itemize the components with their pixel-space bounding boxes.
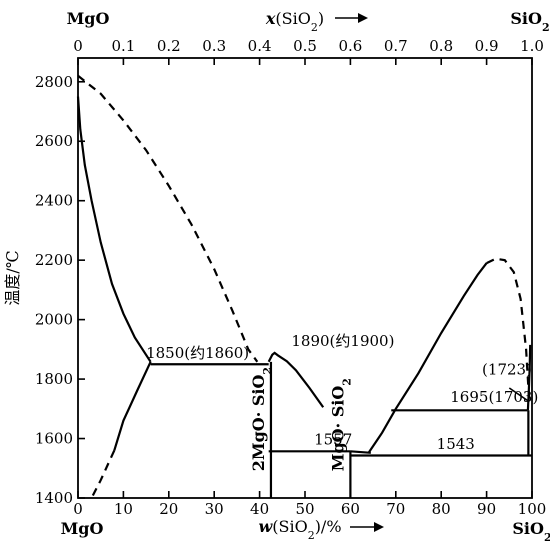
phase-boundaries <box>76 74 532 499</box>
top-axis-title: x(SiO2) <box>265 9 324 34</box>
plot-border <box>77 57 533 499</box>
top-tick-label: 0.5 <box>293 37 317 55</box>
temperature-annotation: 1543 <box>437 435 475 453</box>
bottom-tick-label: 90 <box>477 500 496 518</box>
top-axis-arrow-head <box>358 13 368 23</box>
top-tick-label: 0.4 <box>248 37 272 55</box>
top-tick-label: 0.9 <box>475 37 499 55</box>
top-tick-label: 0.6 <box>338 37 362 55</box>
y-tick-label: 2000 <box>35 311 73 329</box>
bottom-tick-label: 10 <box>114 500 133 518</box>
axis-ticks: 0 10 20 30 40 50 60 70 80 90 100 0 0.1 0.2 0.3 0.4 0.5 0.… <box>35 37 547 518</box>
top-tick-label: 0.3 <box>202 37 226 55</box>
top-tick-label: 0.1 <box>111 37 135 55</box>
immiscibility-dome-dashed-curve <box>486 257 531 403</box>
top-right-end-label: SiO2 <box>510 9 549 34</box>
y-tick-label: 2400 <box>35 192 73 210</box>
bottom-tick-label: 80 <box>432 500 451 518</box>
temperature-annotation: 1695(1703) <box>450 388 538 406</box>
bottom-tick-label: 60 <box>341 500 360 518</box>
temperature-annotation: 1850(约1860) <box>146 344 249 362</box>
temperature-annotation: 1890(约1900) <box>291 332 394 350</box>
mgo-liquidus-curve <box>76 96 152 363</box>
bottom-axis-title: w(SiO2)/% <box>258 517 341 542</box>
annotations: 1850(约1860) 1890(约1900) 1557 1543 1695(1703)… <box>146 332 538 471</box>
top-tick-label: 1.0 <box>520 37 544 55</box>
temperature-annotation: (1723) <box>482 360 532 378</box>
y-tick-label: 1800 <box>35 370 73 388</box>
y-tick-label: 2200 <box>35 251 73 269</box>
bottom-tick-label: 30 <box>205 500 224 518</box>
forsterite-phase-label: 2MgO· SiO2 <box>249 367 274 471</box>
forsterite-dome-curve <box>267 351 325 408</box>
y-tick-label: 1400 <box>35 489 73 507</box>
peritectic-mark <box>350 450 371 454</box>
bottom-tick-label: 20 <box>159 500 178 518</box>
y-tick-label: 2600 <box>35 132 73 150</box>
bottom-tick-label: 0 <box>73 500 83 518</box>
bottom-tick-label: 40 <box>250 500 269 518</box>
cristobalite-liquidus-curve <box>367 262 488 454</box>
y-tick-label: 2800 <box>35 73 73 91</box>
y-axis-title: 温度/℃ <box>3 250 22 305</box>
bottom-left-end-label: MgO <box>61 519 104 538</box>
invariant-lines <box>150 361 532 498</box>
bottom-tick-label: 100 <box>518 500 547 518</box>
top-left-end-label: MgO <box>67 9 110 28</box>
top-tick-label: 0.8 <box>429 37 453 55</box>
annotation-1723-leader <box>508 387 530 403</box>
mgo-solidus-curve <box>113 361 152 451</box>
top-tick-label: 0 <box>73 37 83 55</box>
bottom-axis-arrow-head <box>374 522 384 532</box>
mgo-solidus-dashed-curve <box>90 449 116 499</box>
top-tick-label: 0.7 <box>384 37 408 55</box>
bottom-tick-label: 50 <box>295 500 314 518</box>
plot-frame <box>77 57 533 499</box>
bottom-tick-label: 70 <box>386 500 405 518</box>
enstatite-phase-label: MgO· SiO2 <box>329 378 354 471</box>
y-tick-label: 1600 <box>35 430 73 448</box>
axis-labels: MgO SiO2 MgO SiO2 x(SiO2) w(SiO2)/% 温度/℃ <box>3 9 550 544</box>
metastable-melting-dashed-curve <box>77 74 259 363</box>
temperature-annotation: 1557 <box>314 431 352 449</box>
bottom-right-end-label: SiO2 <box>512 519 550 544</box>
top-tick-label: 0.2 <box>157 37 181 55</box>
